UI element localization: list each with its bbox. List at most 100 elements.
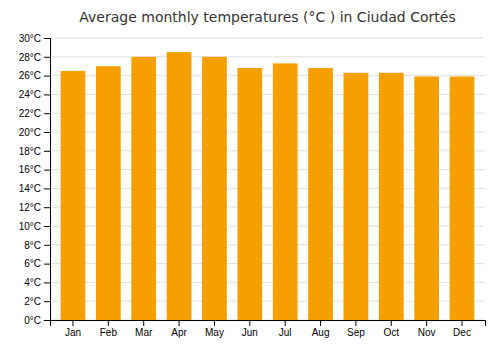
y-tick: 6°C bbox=[24, 258, 50, 269]
y-tick-label: 28°C bbox=[19, 52, 41, 63]
x-tick-mark bbox=[426, 320, 427, 326]
x-tick-label: Apr bbox=[171, 327, 187, 338]
x-tick: Sep bbox=[347, 320, 365, 338]
y-tick-mark bbox=[44, 76, 50, 77]
grid-line bbox=[50, 56, 485, 57]
title: Average monthly temperatures (°C ) in Ci… bbox=[79, 9, 455, 25]
y-tick-label: 26°C bbox=[19, 70, 41, 81]
x-tick-mark bbox=[108, 320, 109, 326]
x-tick-mark bbox=[179, 320, 180, 326]
x-tick: Dec bbox=[453, 320, 471, 338]
y-tick: 12°C bbox=[19, 202, 50, 213]
bar bbox=[344, 73, 369, 320]
bar bbox=[414, 77, 439, 320]
y-tick-mark bbox=[44, 188, 50, 189]
y-tick-mark bbox=[44, 132, 50, 133]
plot: 0°C 2°C 4°C 6°C 8°C 10°C 12°C 14°C 16°C 18°C 20°C 2… bbox=[19, 33, 486, 338]
y-tick: 30°C bbox=[19, 33, 50, 44]
x-tick-label: Oct bbox=[383, 327, 399, 338]
x-tick: Aug bbox=[312, 320, 330, 338]
x-tick: Feb bbox=[100, 320, 118, 338]
x-tick-label: Jul bbox=[279, 327, 292, 338]
y-tick: 0°C bbox=[24, 315, 50, 326]
y-tick-label: 18°C bbox=[19, 146, 41, 157]
y-tick: 22°C bbox=[19, 108, 50, 119]
x-tick-label: Jan bbox=[65, 327, 81, 338]
x-tick: Jun bbox=[242, 320, 258, 338]
y-tick-mark bbox=[44, 264, 50, 265]
y-tick-mark bbox=[44, 226, 50, 227]
y-tick-label: 6°C bbox=[24, 258, 41, 269]
y-tick: 2°C bbox=[24, 296, 50, 307]
x-tick-label: Sep bbox=[347, 327, 365, 338]
x-tick: Nov bbox=[418, 320, 436, 338]
y-axis-line bbox=[44, 39, 51, 321]
x-tick: Jul bbox=[279, 320, 292, 338]
y-tick-label: 4°C bbox=[24, 277, 41, 288]
x-tick-mark bbox=[462, 320, 463, 326]
y-tick: 28°C bbox=[19, 52, 50, 63]
x-tick-label: Aug bbox=[312, 327, 330, 338]
y-tick: 20°C bbox=[19, 127, 50, 138]
y-tick-label: 14°C bbox=[19, 183, 41, 194]
y-tick: 4°C bbox=[24, 277, 50, 288]
x-axis-line bbox=[51, 321, 486, 327]
x-tick-label: Dec bbox=[453, 327, 471, 338]
x-tick: May bbox=[205, 320, 224, 338]
x-tick: Apr bbox=[171, 320, 187, 338]
chart: 0°C 2°C 4°C 6°C 8°C 10°C 12°C 14°C 16°C 18°C 20°C 2… bbox=[0, 0, 500, 350]
y-tick-mark bbox=[44, 57, 50, 58]
bar bbox=[308, 68, 333, 320]
x-tick-mark bbox=[143, 320, 144, 326]
bar bbox=[379, 73, 404, 320]
y-tick-mark bbox=[44, 170, 50, 171]
x-tick-mark bbox=[355, 320, 356, 326]
x-tick: Mar bbox=[135, 320, 153, 338]
y-tick: 16°C bbox=[19, 164, 50, 175]
x-tick-label: Nov bbox=[418, 327, 436, 338]
y-tick-mark bbox=[44, 301, 50, 302]
x-axis: Jan Feb Mar Apr May Jun Jul Aug Sep Oct Nov Dec bbox=[51, 320, 486, 338]
x-tick-label: Jun bbox=[242, 327, 258, 338]
y-axis: 0°C 2°C 4°C 6°C 8°C 10°C 12°C 14°C 16°C 18°C 20°C 2… bbox=[19, 33, 51, 326]
x-tick-label: Feb bbox=[100, 327, 118, 338]
grid bbox=[50, 38, 485, 320]
y-tick: 8°C bbox=[24, 240, 50, 251]
y-tick: 18°C bbox=[19, 146, 50, 157]
y-tick-mark bbox=[44, 282, 50, 283]
y-tick-label: 16°C bbox=[19, 164, 41, 175]
y-tick: 10°C bbox=[19, 221, 50, 232]
bar bbox=[61, 71, 86, 320]
x-tick: Jan bbox=[65, 320, 81, 338]
y-tick-label: 30°C bbox=[19, 33, 41, 44]
bar bbox=[273, 63, 298, 320]
x-tick-mark bbox=[214, 320, 215, 326]
bar bbox=[167, 52, 192, 320]
y-tick-label: 2°C bbox=[24, 296, 41, 307]
y-tick-mark bbox=[44, 151, 50, 152]
x-tick-mark bbox=[285, 320, 286, 326]
y-tick-label: 12°C bbox=[19, 202, 41, 213]
y-tick: 24°C bbox=[19, 89, 50, 100]
y-tick-mark bbox=[44, 113, 50, 114]
y-tick: 26°C bbox=[19, 70, 50, 81]
y-tick-mark bbox=[44, 245, 50, 246]
y-tick-label: 22°C bbox=[19, 108, 41, 119]
y-tick-label: 8°C bbox=[24, 240, 41, 251]
y-tick-label: 20°C bbox=[19, 127, 41, 138]
bar bbox=[237, 68, 262, 320]
y-tick-mark bbox=[44, 94, 50, 95]
y-tick-label: 0°C bbox=[24, 315, 41, 326]
bar bbox=[450, 77, 475, 320]
bars bbox=[61, 52, 475, 320]
bar bbox=[131, 57, 156, 320]
x-tick-label: Mar bbox=[135, 327, 153, 338]
grid-line bbox=[50, 38, 485, 39]
y-tick-mark bbox=[44, 320, 50, 321]
y-tick-label: 24°C bbox=[19, 89, 41, 100]
x-tick-mark bbox=[72, 320, 73, 326]
y-tick-mark bbox=[44, 38, 50, 39]
x-tick-mark bbox=[391, 320, 392, 326]
bar bbox=[202, 57, 227, 320]
x-tick-label: May bbox=[205, 327, 224, 338]
